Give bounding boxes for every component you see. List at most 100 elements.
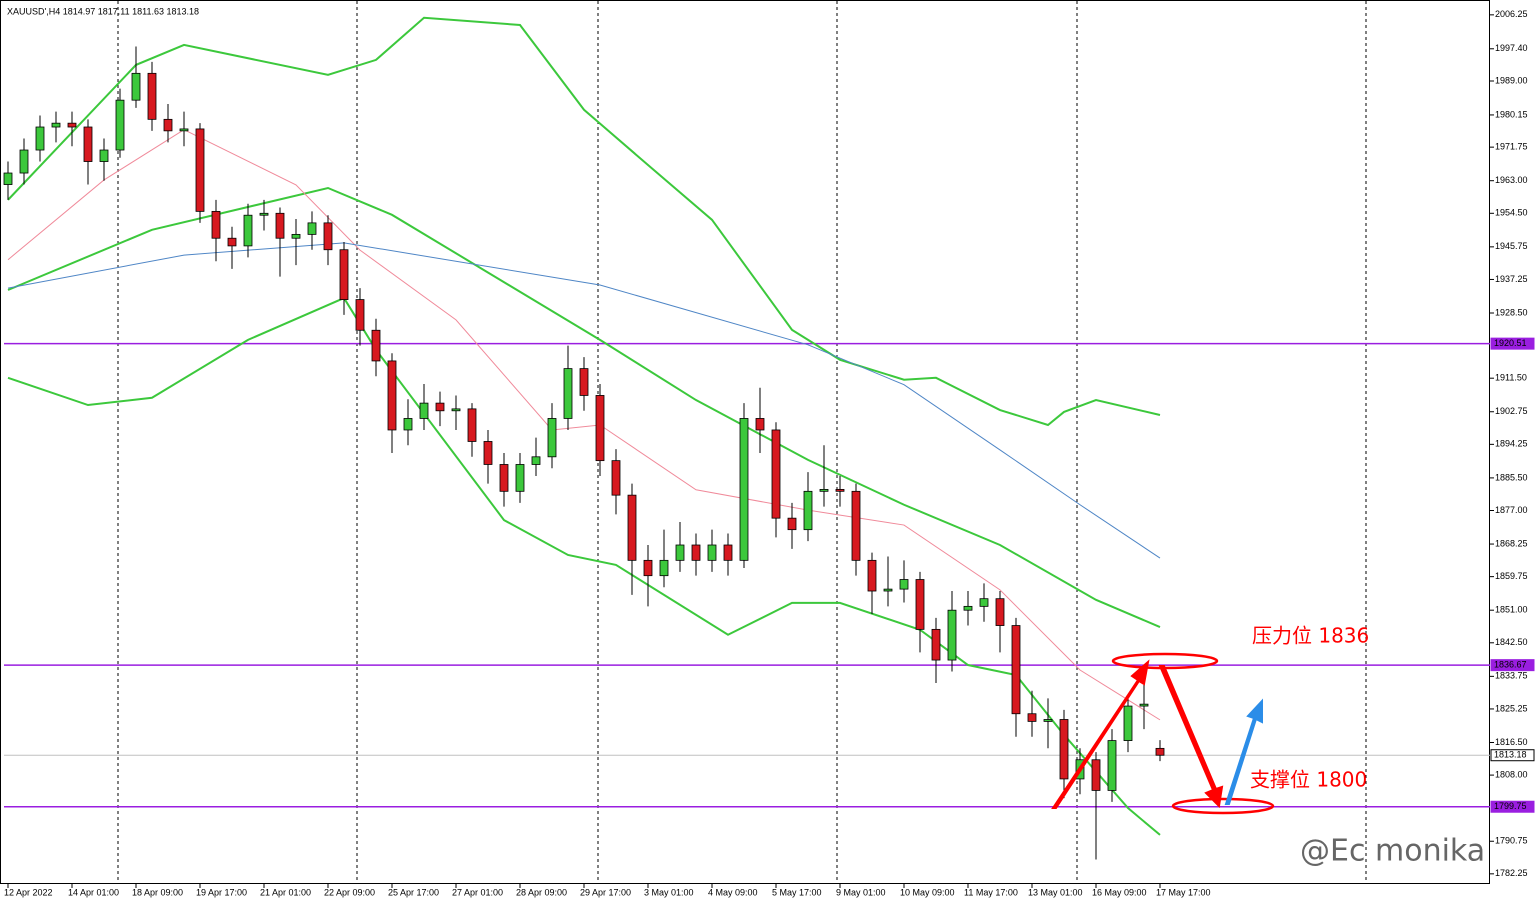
- candle-body: [51, 122, 61, 128]
- annotation: 压力位 1836: [1252, 624, 1369, 648]
- y-tick-label: 2006.25: [1495, 9, 1528, 19]
- candle-body: [867, 559, 877, 592]
- candle-body: [291, 233, 301, 239]
- candle-body: [435, 402, 445, 412]
- candle-body: [707, 544, 717, 561]
- candle-body: [419, 402, 429, 419]
- indicator-line: [7, 16, 1161, 427]
- candle-body: [675, 544, 685, 561]
- candle-body: [563, 368, 573, 419]
- watermark: @Ec monika: [1300, 834, 1485, 869]
- candle-body: [723, 544, 733, 561]
- candle-body: [515, 464, 525, 492]
- candle-body: [483, 441, 493, 465]
- x-tick-label: 29 Apr 17:00: [580, 887, 631, 897]
- y-tick-label: 1868.25: [1495, 538, 1528, 548]
- candle-body: [883, 588, 893, 592]
- candle-body: [3, 172, 13, 185]
- x-tick-label: 11 May 17:00: [964, 887, 1018, 897]
- candle-body: [147, 72, 157, 120]
- candle-body: [1123, 705, 1133, 741]
- candle-body: [915, 579, 925, 630]
- price-label: 1813.18: [1494, 750, 1527, 760]
- x-tick-label: 22 Apr 09:00: [324, 887, 375, 897]
- x-tick-label: 25 Apr 17:00: [388, 887, 439, 897]
- y-tick-label: 1842.50: [1495, 637, 1528, 647]
- arrow: [1224, 698, 1263, 805]
- x-tick-label: 27 Apr 01:00: [452, 887, 503, 897]
- candle-body: [835, 489, 845, 492]
- candle-body: [355, 299, 365, 331]
- candle-body: [243, 214, 253, 247]
- y-tick-label: 1997.40: [1495, 43, 1528, 53]
- candle-body: [67, 122, 77, 128]
- candle-body: [1091, 759, 1101, 791]
- y-tick-label: 1851.00: [1495, 605, 1528, 615]
- candle-body: [851, 490, 861, 561]
- y-tick-label: 1902.75: [1495, 406, 1528, 416]
- candle-body: [531, 456, 541, 465]
- x-tick-label: 28 Apr 09:00: [516, 887, 567, 897]
- y-tick-label: 1971.75: [1495, 142, 1528, 152]
- candle-body: [947, 609, 957, 661]
- candle-body: [739, 418, 749, 561]
- candle-body: [1027, 713, 1037, 722]
- candle-body: [547, 418, 557, 458]
- x-tick-label: 18 Apr 09:00: [132, 887, 183, 897]
- candle-body: [1011, 625, 1021, 715]
- x-tick-label: 4 May 09:00: [708, 887, 758, 897]
- overlay: 压力位 1836 支撑位 1800 @Ec monika XAUUSD',H4 …: [7, 6, 1485, 868]
- price-box: [1490, 749, 1535, 762]
- candle-body: [963, 605, 973, 611]
- candle-body: [819, 489, 829, 492]
- y-tick-label: 1808.00: [1495, 769, 1528, 779]
- candle-body: [1107, 740, 1117, 791]
- candle-body: [339, 249, 349, 300]
- x-tick-label: 12 Apr 2022: [4, 887, 53, 897]
- y-tick-label: 1885.50: [1495, 472, 1528, 482]
- candle-body: [1059, 719, 1069, 780]
- candle-body: [691, 544, 701, 561]
- candle-body: [179, 128, 189, 132]
- candle-body: [83, 126, 93, 162]
- y-tick-label: 1980.15: [1495, 109, 1528, 119]
- y-tick-label: 1825.25: [1495, 703, 1528, 713]
- price-label: 1920.51: [1494, 338, 1527, 348]
- x-tick-label: 3 May 01:00: [644, 887, 694, 897]
- candle-body: [899, 579, 909, 590]
- plot: 2006.25 1997.40 1989.00 1980.15 1971.75 1963.…: [3, 9, 1535, 897]
- candle-body: [195, 128, 205, 212]
- candle-body: [579, 368, 589, 396]
- y-tick-label: 1911.50: [1495, 373, 1527, 383]
- candle-body: [659, 559, 669, 577]
- y-tick-label: 1816.50: [1495, 737, 1528, 747]
- candle-body: [627, 494, 637, 561]
- candle-body: [323, 222, 333, 251]
- candle-body: [499, 464, 509, 492]
- candle-body: [451, 408, 461, 412]
- candle-body: [307, 222, 317, 235]
- y-tick-label: 1877.00: [1495, 505, 1528, 515]
- y-tick-label: 1937.25: [1495, 274, 1528, 284]
- candle-body: [19, 149, 29, 174]
- x-tick-label: 10 May 09:00: [900, 887, 955, 897]
- x-tick-label: 21 Apr 01:00: [260, 887, 311, 897]
- y-tick-label: 1989.00: [1495, 75, 1528, 85]
- chart-title: XAUUSD',H4 1814.97 1817.11 1811.63 1813.…: [7, 6, 199, 16]
- x-tick-label: 17 May 17:00: [1156, 887, 1211, 897]
- arrow: [1051, 659, 1150, 809]
- candle-body: [771, 429, 781, 519]
- candle-body: [931, 628, 941, 661]
- price-box: [1490, 659, 1535, 672]
- candle-body: [787, 517, 797, 531]
- y-tick-label: 1782.25: [1495, 868, 1528, 878]
- x-tick-label: 16 May 09:00: [1092, 887, 1147, 897]
- candle-body: [387, 360, 397, 431]
- candle-body: [131, 72, 141, 101]
- y-tick-label: 1833.75: [1495, 671, 1528, 681]
- y-tick-label: 1790.75: [1495, 836, 1528, 846]
- candle-body: [1139, 703, 1149, 707]
- candle-body: [99, 149, 109, 162]
- y-tick-label: 1928.50: [1495, 307, 1528, 317]
